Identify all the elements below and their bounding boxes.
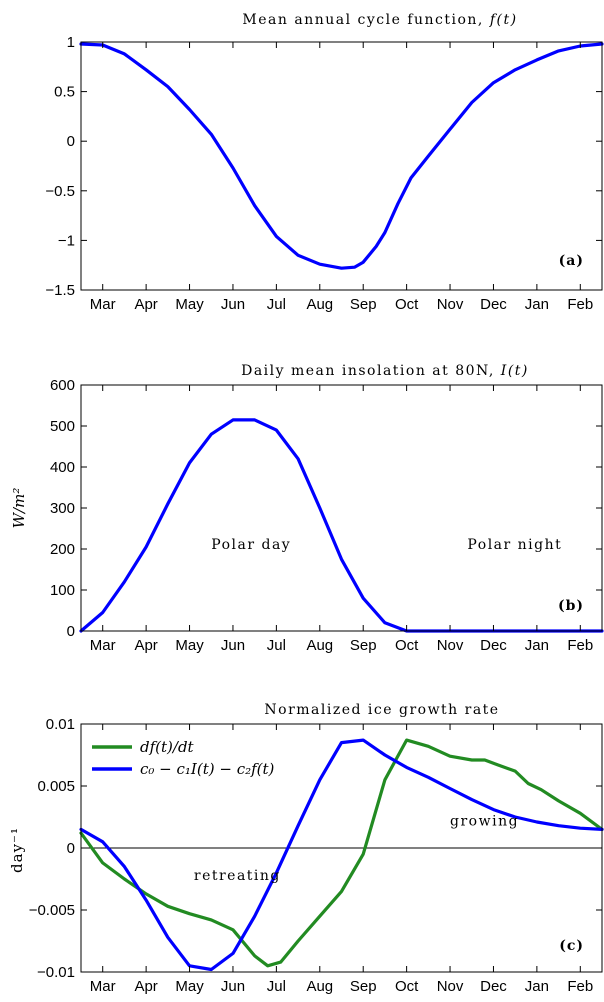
panel-a-ytick-label: 0 bbox=[67, 133, 75, 150]
panel-c-xtick-label: Mar bbox=[90, 978, 116, 995]
panel-c-ytick-label: −0.005 bbox=[29, 902, 75, 919]
panel-b-annotation: Polar day bbox=[211, 537, 291, 553]
panel-b-xtick-label: Jul bbox=[267, 637, 286, 654]
panel-a-xtick-label: Jul bbox=[267, 296, 286, 313]
panel-b-xtick-label: Dec bbox=[480, 637, 507, 654]
panel-b-xtick-label: Apr bbox=[134, 637, 157, 654]
panel-b-ytick-label: 0 bbox=[67, 623, 75, 640]
panel-c-xtick-label: Dec bbox=[480, 978, 507, 995]
panel-c-title: Normalized ice growth rate bbox=[264, 702, 499, 718]
legend: df(t)/dt c₀ − c₁I(t) − c₂f(t) bbox=[92, 738, 275, 778]
panel-c-xtick-label: Aug bbox=[306, 978, 333, 995]
panel-b-xtick-label: Nov bbox=[437, 637, 464, 654]
legend-label-model: c₀ − c₁I(t) − c₂f(t) bbox=[140, 760, 275, 778]
panel-a-xtick-label: Feb bbox=[567, 296, 593, 313]
panel-c-xtick-label: Oct bbox=[395, 978, 419, 995]
panel-a-ytick-label: −1 bbox=[58, 232, 75, 249]
panel-c-ytick-label: 0 bbox=[67, 840, 75, 857]
panel-a-label: (a) bbox=[559, 253, 584, 269]
panel-b-title: Daily mean insolation at 80N, I(t) bbox=[241, 363, 529, 379]
panel-b-xtick-label: Oct bbox=[395, 637, 419, 654]
panel-b-xtick-label: May bbox=[175, 637, 204, 654]
panel-a-xtick-label: Nov bbox=[437, 296, 464, 313]
panel-c-label: (c) bbox=[559, 938, 584, 954]
legend-label-df-dt: df(t)/dt bbox=[140, 738, 195, 756]
panel-b-ytick-label: 400 bbox=[50, 459, 75, 476]
panel-b-xtick-label: Jun bbox=[221, 637, 245, 654]
panel-c-ytick-label: 0.005 bbox=[37, 778, 75, 795]
panel-b-xtick-label: Sep bbox=[350, 637, 377, 654]
panel-c-annotation: growing bbox=[450, 814, 519, 830]
panel-a-xtick-label: Oct bbox=[395, 296, 419, 313]
panel-c-xtick-label: Apr bbox=[134, 978, 157, 995]
panel-a-xtick-label: Jan bbox=[525, 296, 549, 313]
panel-c-ylabel: day⁻¹ bbox=[8, 827, 26, 873]
panel-b-xtick-label: Jan bbox=[525, 637, 549, 654]
panel-a-ytick-label: 1 bbox=[67, 34, 75, 51]
panel-b-annotation: Polar night bbox=[467, 537, 562, 553]
panel-a-ytick-label: −1.5 bbox=[45, 282, 75, 299]
panel-c-series-1-line bbox=[79, 738, 604, 968]
panel-c: Normalized ice growth rate 0.01 0.005 0 −0.… bbox=[8, 702, 604, 995]
panel-b: Daily mean insolation at 80N, I(t) 600 50… bbox=[10, 363, 604, 654]
panel-b-ytick-label: 600 bbox=[50, 377, 75, 394]
panel-a-ytick-label: −0.5 bbox=[45, 183, 75, 200]
panel-b-series-1-line bbox=[79, 418, 604, 633]
panel-a: Mean annual cycle function, f(t) 1 0.5 0 −0… bbox=[45, 12, 604, 313]
panel-a-title: Mean annual cycle function, f(t) bbox=[242, 12, 517, 28]
panel-a-xtick-label: Aug bbox=[306, 296, 333, 313]
panel-b-ytick-label: 100 bbox=[50, 582, 75, 599]
panel-b-xtick-label: Mar bbox=[90, 637, 116, 654]
panel-c-xtick-label: Jan bbox=[525, 978, 549, 995]
panel-b-ytick-label: 500 bbox=[50, 418, 75, 435]
panel-c-series-2-line bbox=[79, 738, 604, 972]
panel-c-xtick-label: Jul bbox=[267, 978, 286, 995]
panel-a-series-1-line bbox=[79, 42, 604, 270]
panel-a-xtick-label: Apr bbox=[134, 296, 157, 313]
panel-b-label: (b) bbox=[558, 598, 584, 614]
panel-c-ytick-label: −0.01 bbox=[37, 964, 75, 981]
panel-c-xtick-label: May bbox=[175, 978, 204, 995]
panel-b-axes-frame bbox=[80, 384, 603, 632]
panel-b-ytick-label: 200 bbox=[50, 541, 75, 558]
panel-c-xtick-label: Sep bbox=[350, 978, 377, 995]
panel-b-ytick-label: 300 bbox=[50, 500, 75, 517]
panel-b-xtick-label: Feb bbox=[567, 637, 593, 654]
panel-a-xtick-label: Sep bbox=[350, 296, 377, 313]
panel-c-xtick-label: Jun bbox=[221, 978, 245, 995]
panel-b-xtick-label: Aug bbox=[306, 637, 333, 654]
panel-a-axes-frame bbox=[80, 41, 603, 291]
panel-c-xtick-label: Nov bbox=[437, 978, 464, 995]
panel-a-xtick-label: Jun bbox=[221, 296, 245, 313]
panel-c-ytick-label: 0.01 bbox=[46, 716, 75, 733]
panel-c-xtick-label: Feb bbox=[567, 978, 593, 995]
panel-a-ytick-label: 0.5 bbox=[54, 84, 75, 101]
panel-c-annotation: retreating bbox=[194, 868, 281, 884]
panel-a-xtick-label: May bbox=[175, 296, 204, 313]
panel-b-ylabel: W/m² bbox=[10, 488, 28, 529]
panel-a-xtick-label: Dec bbox=[480, 296, 507, 313]
panel-a-xtick-label: Mar bbox=[90, 296, 116, 313]
